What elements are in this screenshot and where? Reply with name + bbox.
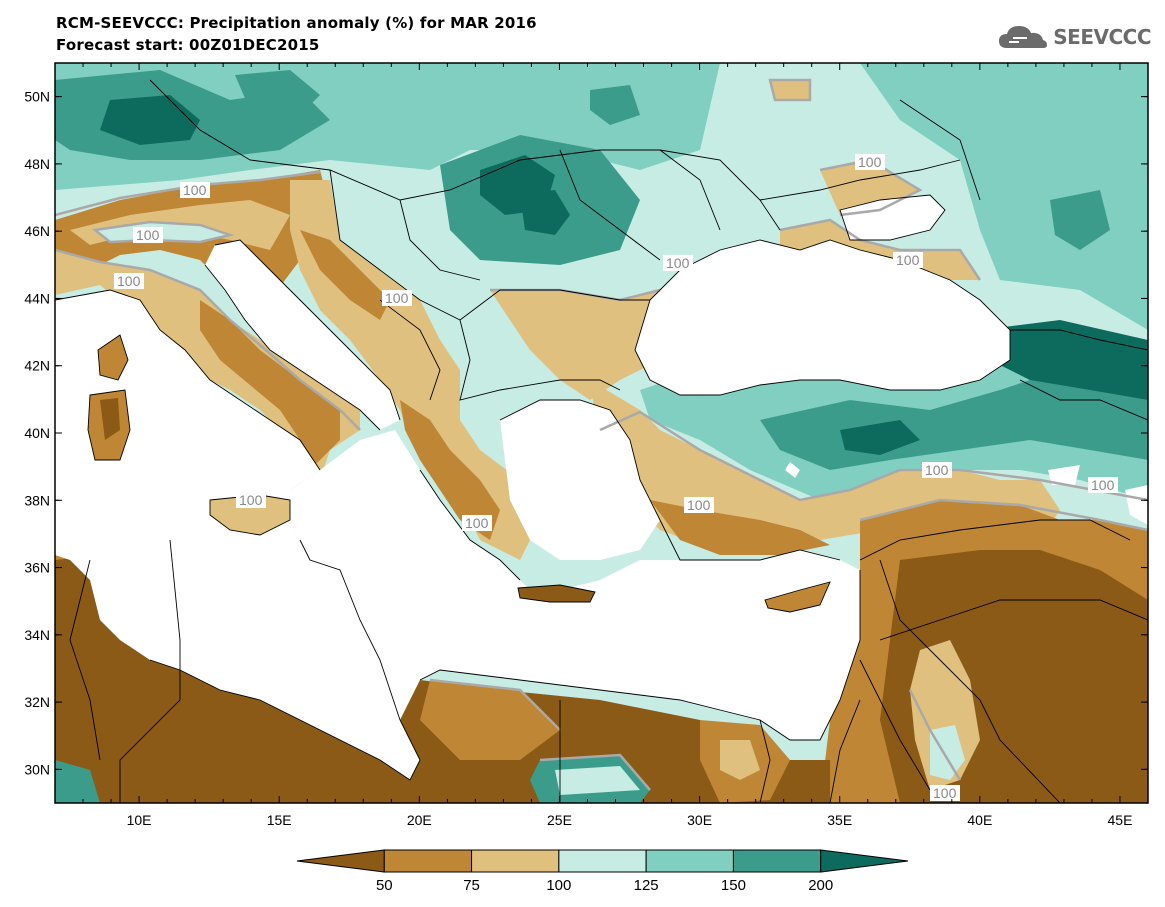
lon-tick-label: 45E	[1108, 812, 1133, 828]
contour-label: 100	[666, 255, 690, 271]
cloud-icon	[999, 26, 1048, 48]
colorbar-label: 150	[721, 877, 746, 894]
longitude-axis: 10E 15E 20E 25E 30E 35E 40E 45E	[82, 63, 1133, 828]
contour-labels: 100 100 100 100 100 100 100 100 100 100 …	[114, 154, 1118, 801]
lon-tick-label: 35E	[827, 812, 852, 828]
lon-tick-label: 15E	[267, 812, 292, 828]
lat-tick-label: 32N	[24, 694, 50, 710]
colorbar-swatch	[820, 849, 909, 873]
colorbar-swatch	[296, 849, 385, 873]
logo-text: SEEVCCC	[1053, 25, 1151, 49]
lon-tick-label: 30E	[687, 812, 712, 828]
lat-tick-label: 42N	[24, 358, 50, 374]
contour-label: 100	[925, 462, 949, 478]
contour-label: 100	[385, 290, 409, 306]
lon-tick-label: 20E	[407, 812, 432, 828]
forecast-start-label: Forecast start: 00Z01DEC2015	[56, 36, 320, 54]
contour-label: 100	[896, 252, 920, 268]
sea-mask	[55, 195, 1148, 780]
lat-tick-label: 50N	[24, 89, 50, 105]
contour-label: 100	[136, 227, 160, 243]
anomaly-field: 100 100 100 100 100 100 100 100 100 100 …	[55, 63, 1148, 803]
contour-label: 100	[117, 273, 141, 289]
colorbar: 50 75 100 125 150 200	[296, 849, 909, 894]
colorbar-label: 100	[546, 877, 571, 894]
colorbar-swatch	[558, 849, 647, 873]
contour-label: 100	[933, 785, 957, 801]
colorbar-swatch	[471, 849, 560, 873]
seevccc-logo: SEEVCCC	[997, 22, 1151, 52]
contour-label: 100	[687, 497, 711, 513]
lat-tick-label: 46N	[24, 223, 50, 239]
lat-tick-label: 34N	[24, 627, 50, 643]
colorbar-label: 125	[634, 877, 659, 894]
contour-label: 100	[239, 492, 263, 508]
lon-tick-label: 10E	[127, 812, 152, 828]
borders-coastlines	[55, 79, 1148, 803]
colorbar-swatch	[645, 849, 734, 873]
contour-label: 100	[183, 182, 207, 198]
colorbar-swatch	[732, 849, 822, 873]
contour-label: 100	[465, 515, 489, 531]
lat-tick-label: 40N	[24, 425, 50, 441]
colorbar-label: 200	[808, 877, 833, 894]
contour-label: 100	[858, 154, 882, 170]
lat-tick-label: 36N	[24, 560, 50, 576]
lat-tick-label: 30N	[24, 761, 50, 777]
lon-tick-label: 40E	[967, 812, 992, 828]
colorbar-label: 75	[463, 877, 480, 894]
lat-tick-label: 44N	[24, 290, 50, 306]
lat-tick-label: 38N	[24, 492, 50, 508]
contour-label: 100	[1091, 477, 1115, 493]
map-title: RCM-SEEVCCC: Precipitation anomaly (%) f…	[56, 14, 537, 32]
lat-tick-label: 48N	[24, 156, 50, 172]
colorbar-label: 50	[376, 877, 393, 894]
lon-tick-label: 25E	[547, 812, 572, 828]
latitude-axis: 50N 48N 46N 44N 42N 40N 38N 36N 34N 32N 30N	[24, 89, 1148, 777]
colorbar-swatch	[383, 849, 473, 873]
